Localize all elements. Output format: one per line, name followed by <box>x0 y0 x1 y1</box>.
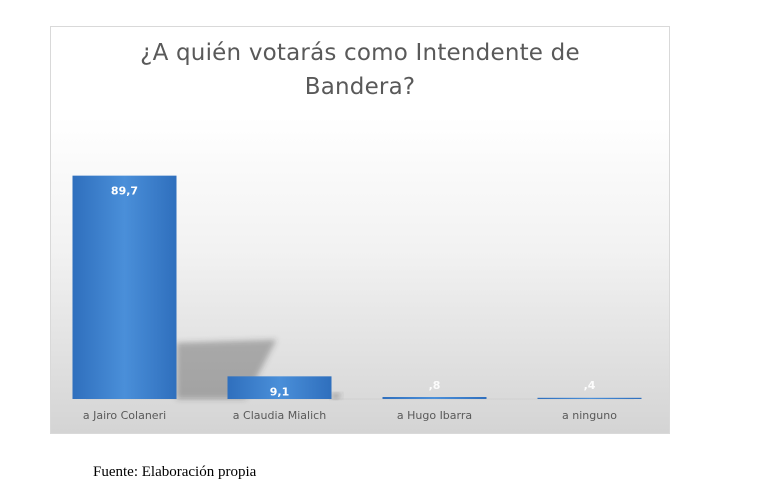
value-label-1: 9,1 <box>270 385 290 398</box>
bar-3 <box>537 397 642 399</box>
value-label-0: 89,7 <box>111 185 138 198</box>
category-label-3: a ninguno <box>562 409 617 422</box>
category-label-1: a Claudia Mialich <box>233 409 326 422</box>
chart-title: ¿A quién votarás como Intendente de Bande… <box>140 40 580 100</box>
category-label-2: a Hugo Ibarra <box>397 409 472 422</box>
value-label-2: ,8 <box>429 379 441 392</box>
value-label-3: ,4 <box>584 379 596 392</box>
bar-2 <box>382 397 487 399</box>
bar-chart: 89,7 a Jairo Colaneri 9,1 a Claudia Mialich… <box>72 175 642 422</box>
bar-0 <box>72 175 177 399</box>
source-note: Fuente: Elaboración propia <box>93 464 257 480</box>
category-label-0: a Jairo Colaneri <box>83 409 166 422</box>
bar-shadow <box>331 392 342 399</box>
bar-1 <box>227 376 332 399</box>
